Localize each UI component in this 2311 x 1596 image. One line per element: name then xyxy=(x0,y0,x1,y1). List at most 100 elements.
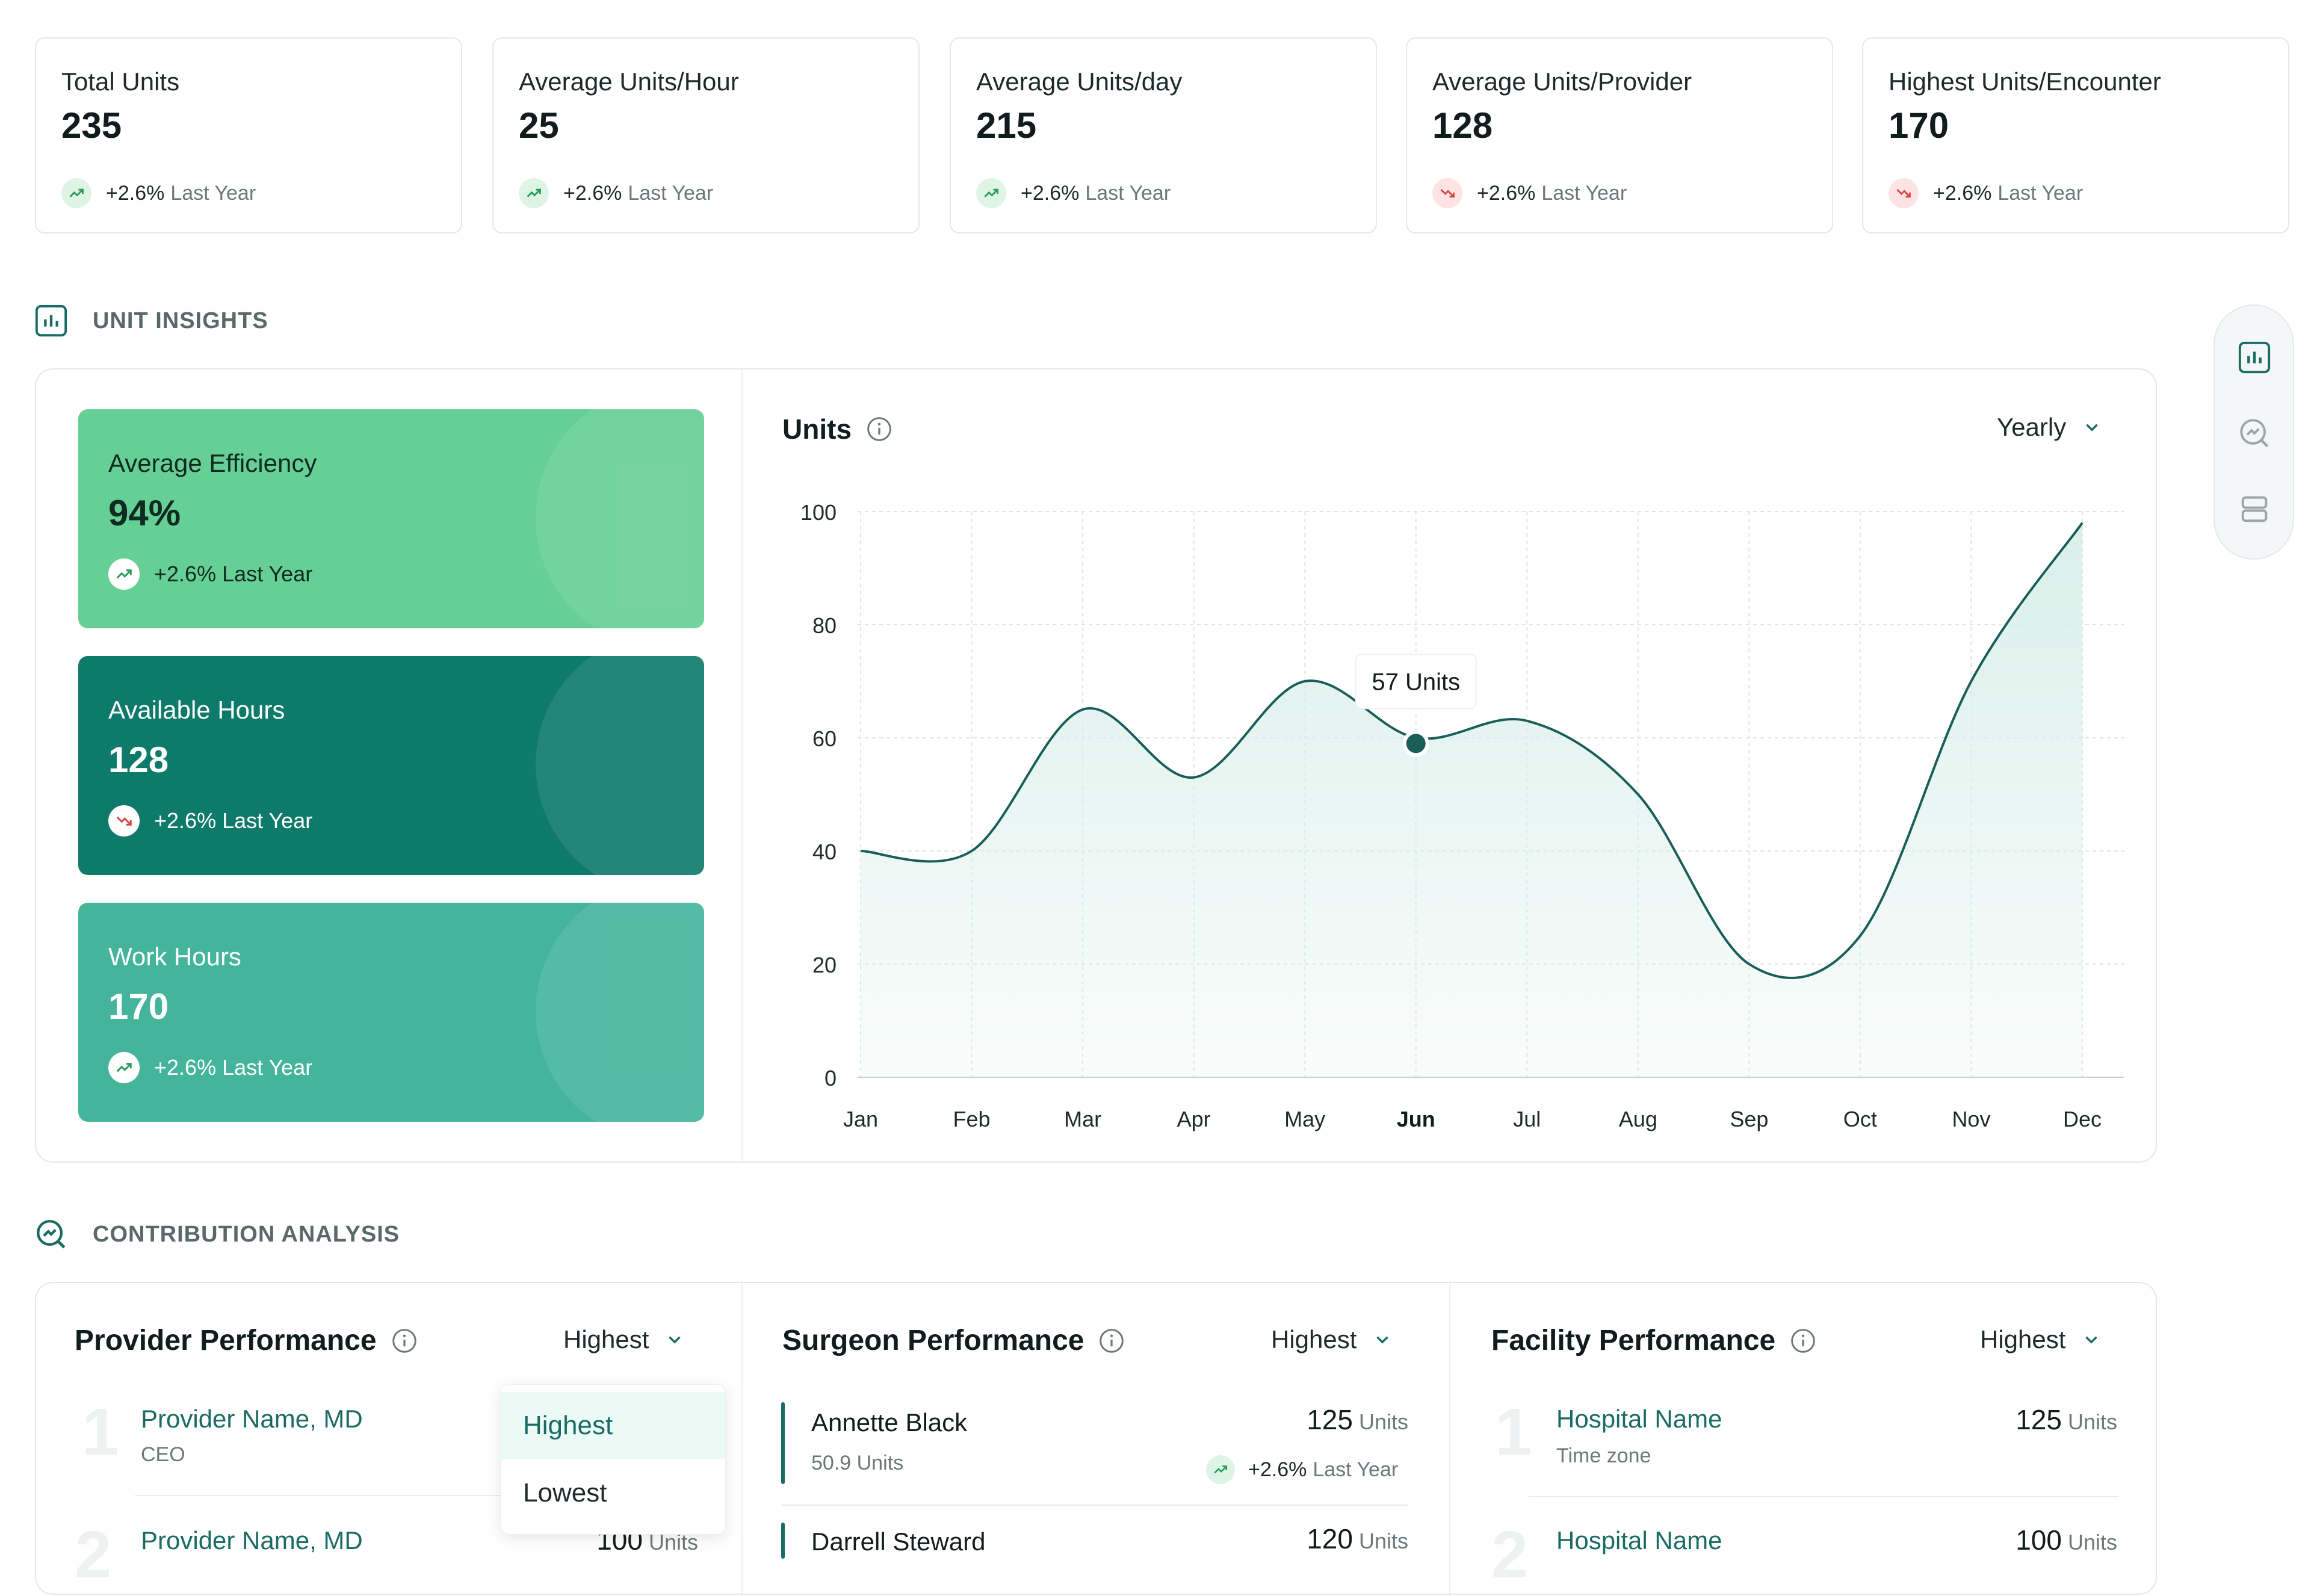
analytics-search-icon[interactable] xyxy=(2236,415,2272,451)
metric-change: +2.6% Last Year xyxy=(154,1055,313,1080)
kpi-card-average-units-hour: Average Units/Hour 25 +2.6% Last Year xyxy=(492,37,920,234)
provider-role: CEO xyxy=(141,1443,185,1466)
x-tick-label: Feb xyxy=(953,1107,991,1131)
kpi-value: 128 xyxy=(1432,105,1493,146)
facility-filter-value: Highest xyxy=(1980,1325,2066,1353)
unit-insights-header: UNIT INSIGHTS xyxy=(34,303,268,338)
units-value: 100 Units xyxy=(1914,1524,2117,1556)
units-number: 125 xyxy=(1307,1404,1353,1435)
facility-filter-dropdown[interactable]: Highest xyxy=(1980,1325,2102,1354)
tooltip-box xyxy=(1355,654,1477,710)
metric-card-work-hours: Work Hours 170 +2.6% Last Year xyxy=(78,903,704,1122)
trend-up-icon xyxy=(1206,1455,1235,1484)
metric-change: +2.6% Last Year xyxy=(154,561,313,586)
metric-trend: +2.6% Last Year xyxy=(108,558,312,590)
metric-value: 128 xyxy=(108,740,169,780)
kpi-label: Average Units/Hour xyxy=(519,67,739,96)
kpi-value: 25 xyxy=(519,105,559,146)
rank-accent-bar xyxy=(781,1402,785,1484)
metric-trend: +2.6% Last Year xyxy=(108,1052,312,1083)
trend-up-icon xyxy=(519,178,549,208)
metric-trend: +2.6% Last Year xyxy=(108,805,312,837)
menu-item-lowest[interactable]: Lowest xyxy=(523,1478,607,1508)
highlight-point xyxy=(1406,734,1426,753)
provider-name-link[interactable]: Provider Name, MD xyxy=(141,1526,363,1554)
x-tick-label: Apr xyxy=(1177,1107,1211,1131)
section-nav-rail xyxy=(2214,305,2294,560)
surgeon-performance-title-text: Surgeon Performance xyxy=(782,1325,1084,1356)
units-label: Units xyxy=(2067,1530,2117,1554)
chevron-down-icon xyxy=(669,1336,681,1344)
chevron-down-icon xyxy=(2086,424,2098,431)
units-label: Units xyxy=(2067,1409,2117,1434)
panel-divider xyxy=(741,370,743,1161)
rank-number: 1 xyxy=(82,1395,119,1469)
x-tick-label: Jul xyxy=(1513,1107,1541,1131)
kpi-change: +2.6% xyxy=(1477,181,1536,205)
surgeon-name[interactable]: Annette Black xyxy=(811,1408,968,1437)
kpi-trend: +2.6% Last Year xyxy=(61,178,256,208)
period-dropdown-value: Yearly xyxy=(1997,413,2067,441)
menu-item-highest[interactable]: Highest xyxy=(501,1392,725,1459)
chevron-down-icon xyxy=(2085,1336,2098,1344)
period-dropdown[interactable]: Yearly xyxy=(1997,413,2102,442)
layers-icon[interactable] xyxy=(2236,491,2272,527)
metric-change: +2.6% Last Year xyxy=(154,808,313,833)
info-icon[interactable] xyxy=(1790,1328,1816,1354)
provider-filter-value: Highest xyxy=(563,1325,649,1353)
rank-accent-bar xyxy=(781,1523,785,1559)
kpi-card-average-units-provider: Average Units/Provider 128 +2.6% Last Yea… xyxy=(1406,37,1833,234)
provider-name-link[interactable]: Provider Name, MD xyxy=(141,1405,363,1433)
contribution-analysis-header: CONTRIBUTION ANALYSIS xyxy=(34,1217,400,1252)
rank-number: 2 xyxy=(75,1518,112,1592)
kpi-trend: +2.6% Last Year xyxy=(1889,178,2083,208)
kpi-change: +2.6% xyxy=(1933,181,1992,205)
bar-chart-icon xyxy=(34,303,69,338)
x-tick-label: Jun xyxy=(1397,1107,1435,1131)
info-icon[interactable] xyxy=(1098,1328,1125,1354)
kpi-label: Highest Units/Encounter xyxy=(1889,67,2161,96)
surgeon-filter-dropdown[interactable]: Highest xyxy=(1271,1325,1393,1354)
facility-name-link[interactable]: Hospital Name xyxy=(1556,1405,1722,1433)
kpi-trend: +2.6% Last Year xyxy=(976,178,1171,208)
units-area-chart: 0 20 40 60 80 100 Jan Feb Mar Apr May Jun Jul Aug Sep O… xyxy=(800,500,2124,1131)
y-tick-label: 40 xyxy=(812,840,837,864)
trend-down-icon xyxy=(108,805,140,837)
facility-performance-title: Facility Performance xyxy=(1491,1324,1816,1357)
provider-filter-dropdown[interactable]: Highest xyxy=(563,1325,685,1354)
metric-label: Work Hours xyxy=(108,942,241,971)
surgeon-name[interactable]: Darrell Steward xyxy=(811,1527,986,1556)
chart-title: Units xyxy=(782,413,893,445)
kpi-note: Last Year xyxy=(628,181,714,205)
x-tick-label: Oct xyxy=(1843,1107,1877,1131)
metric-value: 94% xyxy=(108,493,181,533)
kpi-trend: +2.6% Last Year xyxy=(1432,178,1627,208)
contribution-panel xyxy=(35,1282,2157,1596)
tooltip-text: 57 Units xyxy=(1372,669,1460,695)
kpi-change: +2.6% xyxy=(106,181,165,205)
kpi-value: 215 xyxy=(976,105,1037,146)
panel-divider xyxy=(1449,1283,1450,1596)
info-icon[interactable] xyxy=(391,1328,418,1354)
panel-divider xyxy=(741,1283,743,1596)
provider-filter-menu: Highest Lowest xyxy=(501,1384,726,1535)
provider-performance-title-text: Provider Performance xyxy=(75,1325,377,1356)
row-divider xyxy=(1529,1496,2118,1497)
x-tick-label: May xyxy=(1284,1107,1325,1131)
trend-change: +2.6% xyxy=(1248,1458,1307,1481)
info-icon[interactable] xyxy=(866,416,893,442)
card-decoration xyxy=(536,656,704,875)
facility-name-link[interactable]: Hospital Name xyxy=(1556,1526,1722,1554)
facility-timezone: Time zone xyxy=(1556,1444,1651,1467)
kpi-card-highest-units-encounter: Highest Units/Encounter 170 +2.6% Last Ye… xyxy=(1862,37,2289,234)
y-tick-label: 20 xyxy=(812,953,837,977)
facility-performance-title-text: Facility Performance xyxy=(1491,1325,1776,1356)
metric-card-available-hours: Available Hours 128 +2.6% Last Year xyxy=(78,656,704,875)
units-value: 125 Units xyxy=(1914,1403,2117,1436)
bar-chart-icon[interactable] xyxy=(2236,339,2272,376)
metric-card-average-efficiency: Average Efficiency 94% +2.6% Last Year xyxy=(78,409,704,628)
kpi-note: Last Year xyxy=(1997,181,2084,205)
x-tick-label: Sep xyxy=(1730,1107,1768,1131)
trend-down-icon xyxy=(1432,178,1462,208)
chevron-down-icon xyxy=(1376,1336,1389,1344)
